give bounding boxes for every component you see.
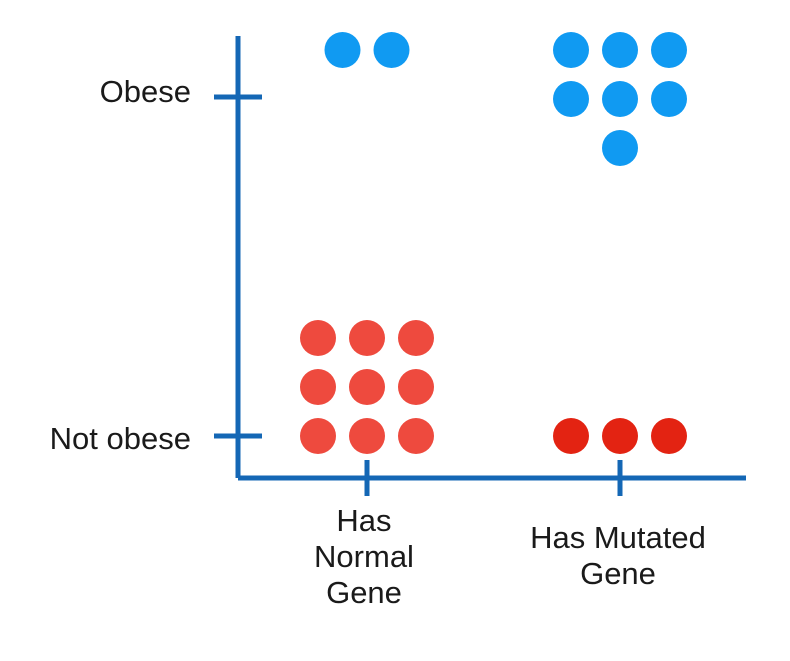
data-point-not-obese-normal-6 [398,369,434,405]
x-tick-label-normal-gene: Has Normal Gene [314,503,414,610]
data-point-not-obese-normal-5 [349,369,385,405]
data-point-not-obese-normal-1 [300,418,336,454]
data-point-not-obese-normal-2 [349,418,385,454]
y-tick-label-obese: Obese [99,74,191,109]
data-point-obese-mutated-6 [651,81,687,117]
data-point-obese-mutated-1 [553,32,589,68]
data-point-obese-normal-2 [373,32,410,68]
data-point-obese-mutated-4 [553,81,589,117]
x-tick-label-mutated-gene: Has Mutated Gene [530,520,706,591]
data-point-obese-mutated-3 [651,32,687,68]
data-point-obese-mutated-5 [602,81,638,117]
data-point-obese-mutated-2 [602,32,638,68]
data-point-not-obese-mutated-1 [553,418,589,454]
data-point-not-obese-normal-4 [300,369,336,405]
data-point-not-obese-normal-8 [349,320,385,356]
data-points [300,32,687,454]
data-point-not-obese-mutated-3 [651,418,687,454]
data-point-obese-mutated-7 [602,130,638,166]
data-point-not-obese-normal-9 [398,320,434,356]
data-point-not-obese-mutated-2 [602,418,638,454]
data-point-obese-normal-1 [324,32,361,68]
data-point-not-obese-normal-3 [398,418,434,454]
data-point-not-obese-normal-7 [300,320,336,356]
y-tick-label-not-obese: Not obese [49,421,191,456]
